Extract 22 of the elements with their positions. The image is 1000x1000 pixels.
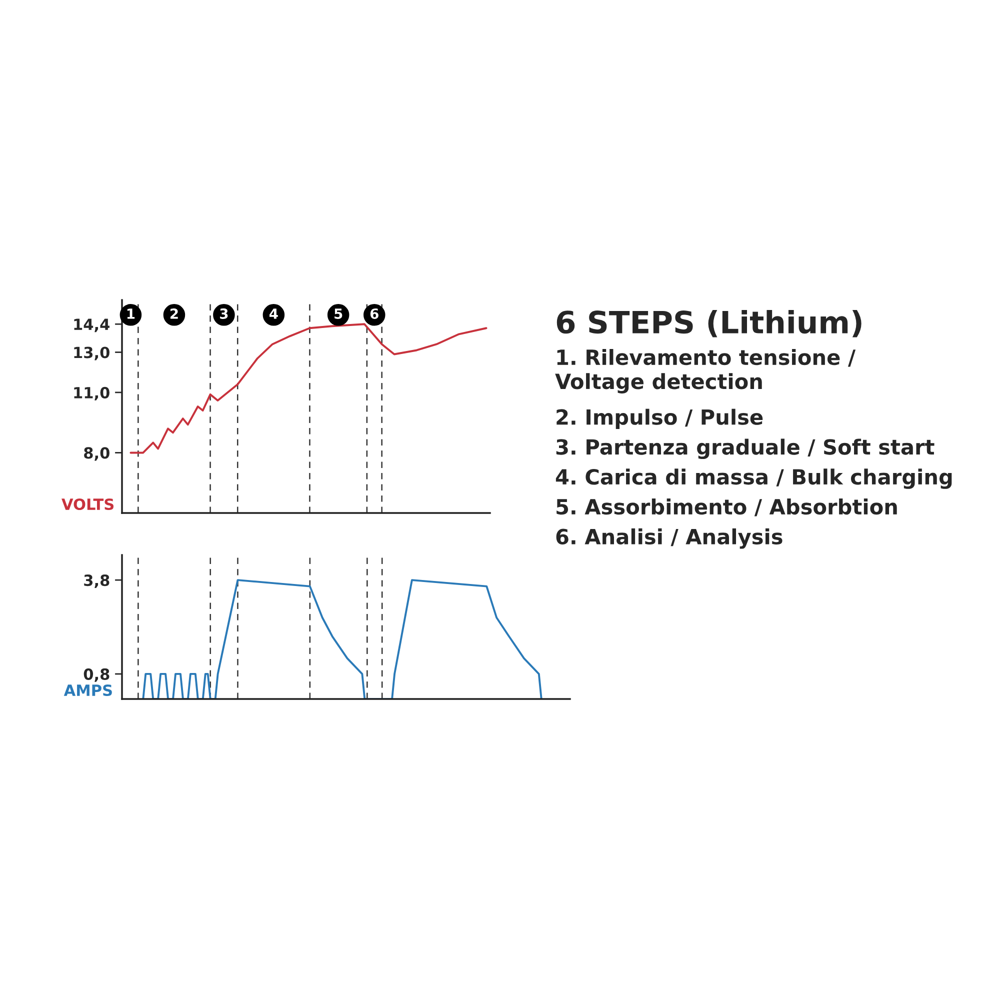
annotation: 6 bbox=[370, 308, 378, 319]
y-tick-label: 13,0 bbox=[74, 346, 110, 360]
line-series bbox=[142, 579, 542, 699]
y-tick-label: 0,8 bbox=[84, 668, 110, 682]
y-tick-label: 11,0 bbox=[74, 386, 110, 400]
annotation: 3 bbox=[220, 308, 228, 319]
text: 6. Analisi / Analysis bbox=[556, 528, 782, 549]
text: 3. Partenza graduale / Soft start bbox=[556, 438, 934, 460]
y-tick-label: 8,0 bbox=[84, 447, 110, 461]
y-axis-title: VOLTS bbox=[62, 498, 114, 510]
text: 5. Assorbimento / Absorbtion bbox=[556, 498, 897, 516]
annotation: 4 bbox=[269, 308, 278, 319]
text: 4. Carica di massa / Bulk charging bbox=[556, 468, 952, 489]
text: 6 STEPS (Lithium) bbox=[556, 310, 862, 338]
annotation: 2 bbox=[170, 308, 178, 319]
annotation: 5 bbox=[334, 308, 342, 319]
y-tick-label: 3,8 bbox=[84, 574, 110, 588]
text: 1. Rilevamento tensione / Voltage detection bbox=[555, 349, 856, 394]
y-axis-title: AMPS bbox=[64, 684, 112, 696]
text: 2. Impulso / Pulse bbox=[556, 408, 763, 429]
annotation: 1 bbox=[127, 308, 135, 319]
y-tick-label: 14,4 bbox=[74, 318, 110, 332]
